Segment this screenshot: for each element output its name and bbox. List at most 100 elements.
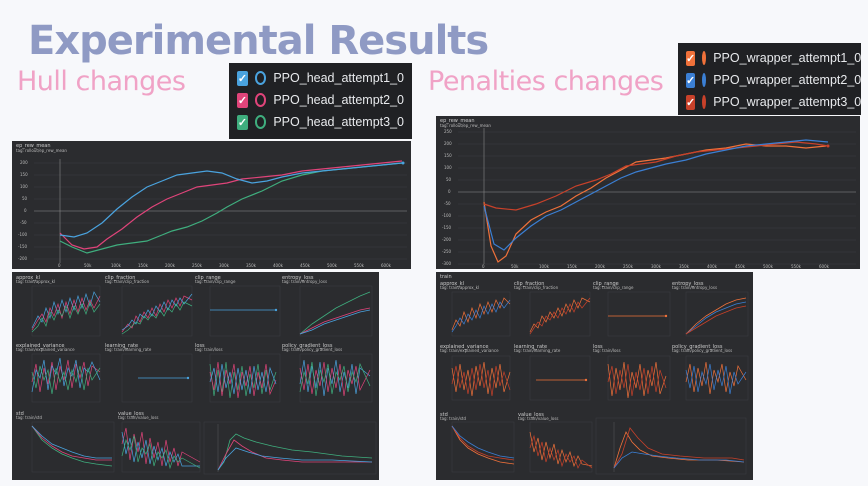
x-tick: 50k — [84, 263, 92, 268]
cell-tag: tag: train/value_loss — [118, 415, 159, 420]
chart-name: ep_rew_mean — [440, 118, 475, 124]
penalties-changes-subtitle: Penalties changes — [428, 66, 664, 97]
legend-label: PPO_head_attempt1_0 — [273, 71, 404, 85]
series-line-wrapper-attempt2 — [483, 139, 829, 251]
cell-name: entropy_loss — [672, 281, 704, 287]
y-tick: -50 — [444, 201, 451, 206]
cell-tag: tag: train/std — [16, 415, 42, 420]
cell-tag: tag: train/value_loss — [518, 416, 559, 421]
x-tick: 300k — [651, 264, 662, 269]
legend-row-head-attempt2[interactable]: ✓ PPO_head_attempt2_0 — [237, 89, 404, 111]
checkbox-checked-icon[interactable]: ✓ — [686, 94, 696, 110]
legend-row-wrapper-attempt2[interactable]: ✓ PPO_wrapper_attempt2_0 — [686, 69, 861, 91]
y-tick: -300 — [442, 261, 452, 266]
y-tick: 100 — [20, 184, 28, 189]
y-tick: -200 — [442, 237, 452, 242]
legend-label: PPO_head_attempt3_0 — [273, 115, 404, 129]
cell-tag: tag: train/clip_range — [593, 285, 634, 290]
checkbox-checked-icon[interactable]: ✓ — [686, 50, 696, 66]
cell-name: clip_fraction — [514, 281, 544, 287]
cell-name: learning_rate — [514, 344, 547, 350]
cell-tag: tag: train/entropy_loss — [672, 285, 717, 290]
x-tick: 500k — [763, 264, 774, 269]
y-tick: 100 — [444, 165, 452, 170]
cell-tag: tag: train/policy_gradient_loss — [672, 348, 732, 353]
x-tick: 0 — [58, 263, 61, 268]
cell-name: policy_gradient_loss — [672, 344, 723, 350]
x-tick: 400k — [273, 263, 284, 268]
checkbox-checked-icon[interactable]: ✓ — [237, 70, 248, 86]
x-tick: 100k — [539, 264, 550, 269]
series-end-marker — [401, 161, 405, 165]
cell-tag: tag: train/clip_fraction — [105, 279, 150, 284]
grid-header: train — [440, 274, 452, 280]
cell-name: clip_range — [593, 281, 619, 287]
x-tick: 450k — [735, 264, 746, 269]
y-tick: 0 — [24, 208, 27, 213]
checkbox-checked-icon[interactable]: ✓ — [237, 92, 248, 108]
y-tick: -150 — [442, 225, 452, 230]
chart-tag: tag: rollout/ep_rew_mean — [16, 148, 67, 153]
cell-name: loss — [195, 343, 205, 349]
legend-row-wrapper-attempt3[interactable]: ✓ PPO_wrapper_attempt3_0 — [686, 91, 861, 113]
cell-name: approx_kl — [440, 281, 464, 287]
run-color-ring-icon — [702, 95, 707, 109]
run-color-ring-icon — [702, 73, 707, 87]
checkbox-checked-icon[interactable]: ✓ — [686, 72, 696, 88]
x-tick: 0 — [482, 264, 485, 269]
x-tick: 550k — [791, 264, 802, 269]
y-tick: 50 — [446, 177, 452, 182]
x-tick: 500k — [327, 263, 338, 268]
cell-name: learning_rate — [105, 343, 138, 349]
cell-name: policy_gradient_loss — [282, 343, 333, 349]
x-tick: 300k — [219, 263, 230, 268]
checkbox-checked-icon[interactable]: ✓ — [237, 114, 248, 130]
cell-tag: tag: train/policy_gradient_loss — [282, 347, 342, 352]
hull-train-metrics-grid[interactable]: approx_kl tag: train/approx_kl clip_frac… — [12, 272, 379, 480]
y-tick: 200 — [20, 160, 28, 165]
legend-row-wrapper-attempt1[interactable]: ✓ PPO_wrapper_attempt1_0 — [686, 47, 861, 69]
hull-changes-subtitle: Hull changes — [17, 66, 186, 97]
x-tick: 450k — [300, 263, 311, 268]
chart-name: ep_rew_mean — [16, 143, 51, 149]
y-tick: 200 — [444, 141, 452, 146]
legend-label: PPO_head_attempt2_0 — [273, 93, 404, 107]
cell-tag: tag: train/learning_rate — [105, 347, 152, 352]
x-tick: 600k — [819, 264, 830, 269]
y-tick: 250 — [444, 129, 452, 134]
hull-runs-legend: ✓ PPO_head_attempt1_0 ✓ PPO_head_attempt… — [229, 63, 412, 139]
x-tick: 150k — [567, 264, 578, 269]
cell-name: approx_kl — [16, 275, 40, 281]
run-color-ring-icon — [255, 71, 267, 85]
chart-tag: tag: rollout/ep_rew_mean — [440, 123, 491, 128]
legend-label: PPO_wrapper_attempt3_0 — [713, 95, 862, 109]
cell-name: entropy_loss — [282, 275, 314, 281]
cell-name: value_loss — [518, 412, 544, 418]
penalties-runs-legend: ✓ PPO_wrapper_attempt1_0 ✓ PPO_wrapper_a… — [678, 43, 861, 115]
cell-tag: tag: train/explained_variance — [440, 348, 499, 353]
y-tick: -100 — [18, 232, 28, 237]
y-tick: 150 — [444, 153, 452, 158]
cell-name: clip_fraction — [105, 275, 135, 281]
x-tick: 250k — [623, 264, 634, 269]
y-tick: -200 — [18, 256, 28, 261]
penalties-train-metrics-grid[interactable]: train approx_kl tag: train/approx_kl cli… — [436, 272, 753, 480]
legend-row-head-attempt3[interactable]: ✓ PPO_head_attempt3_0 — [237, 111, 404, 133]
x-tick: 550k — [354, 263, 365, 268]
legend-row-head-attempt1[interactable]: ✓ PPO_head_attempt1_0 — [237, 67, 404, 89]
cell-tag: tag: train/approx_kl — [440, 285, 479, 290]
hull-ep-rew-mean-chart[interactable]: ep_rew_mean tag: rollout/ep_rew_mean 200… — [12, 141, 411, 269]
penalties-ep-rew-mean-chart[interactable]: ep_rew_mean tag: rollout/ep_rew_mean 250… — [436, 116, 860, 269]
x-tick: 50k — [511, 264, 519, 269]
cell-tag: tag: train/learning_rate — [514, 348, 561, 353]
x-tick: 200k — [165, 263, 176, 268]
cell-name: clip_range — [195, 275, 221, 281]
y-tick: -100 — [442, 213, 452, 218]
x-tick: 400k — [707, 264, 718, 269]
cell-name: value_loss — [118, 411, 144, 417]
y-tick: -50 — [20, 220, 27, 225]
x-tick: 100k — [111, 263, 122, 268]
series-end-marker — [826, 144, 830, 148]
legend-label: PPO_wrapper_attempt1_0 — [713, 51, 862, 65]
run-color-ring-icon — [255, 115, 267, 129]
